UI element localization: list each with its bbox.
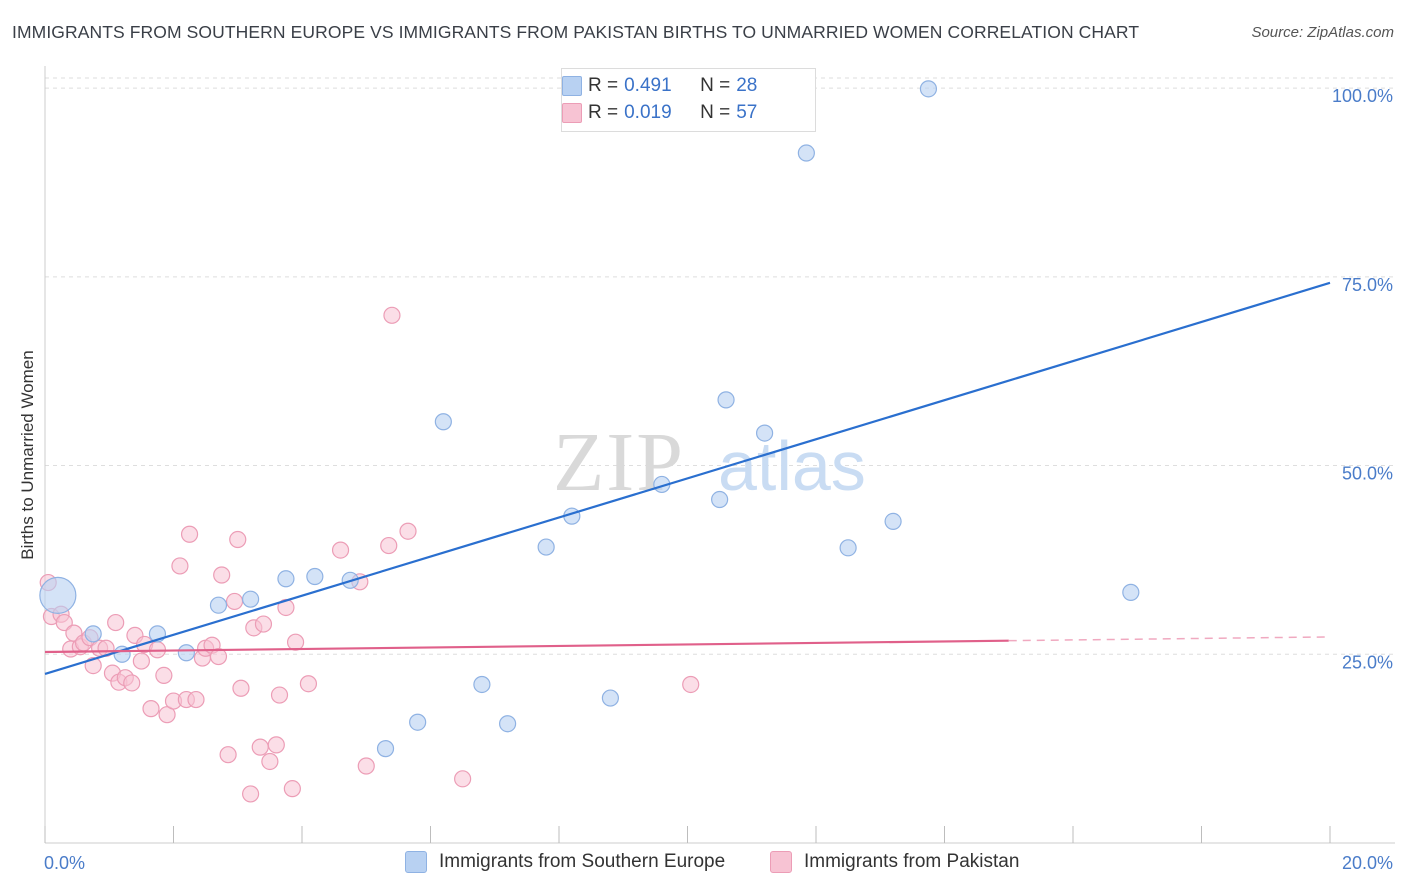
data-point-pakistan — [242, 785, 260, 803]
data-point-pakistan — [357, 757, 375, 775]
legend-swatch-blue — [562, 76, 582, 96]
data-point-pakistan — [171, 557, 189, 575]
bottom-legend-label: Immigrants from Southern Europe — [439, 851, 726, 872]
data-point-pakistan — [454, 770, 472, 788]
bottom-legend-pakistan: Immigrants from Pakistan — [770, 851, 1019, 873]
data-point-pakistan — [209, 647, 228, 666]
data-point-southern-europe — [277, 570, 295, 588]
data-point-pakistan — [180, 525, 199, 543]
data-point-pakistan — [155, 666, 173, 685]
data-point-pakistan — [267, 736, 285, 754]
data-point-southern-europe — [409, 713, 427, 731]
bottom-legend-label: Immigrants from Pakistan — [804, 851, 1020, 872]
y-tick-label: 75.0% — [1342, 275, 1393, 295]
data-point-southern-europe — [537, 538, 555, 556]
data-point-pakistan — [399, 522, 417, 540]
data-point-pakistan — [283, 780, 301, 798]
data-point-pakistan — [187, 690, 205, 709]
trendline-southern-europe — [44, 281, 1331, 675]
data-point-southern-europe — [84, 625, 102, 643]
legend-swatch-pink — [562, 103, 582, 123]
data-point-pakistan — [123, 674, 141, 692]
legend-r-value: 0.019 — [624, 102, 672, 123]
data-point-southern-europe — [711, 490, 729, 509]
data-point-southern-europe — [919, 80, 938, 98]
watermark-zip: ZIP — [553, 416, 685, 509]
data-point-pakistan — [380, 536, 398, 555]
data-point-southern-europe — [884, 512, 902, 531]
data-point-southern-europe — [242, 590, 260, 608]
data-point-pakistan — [142, 700, 160, 718]
data-point-pakistan — [286, 633, 305, 651]
source-credit: Source: ZipAtlas.com — [1251, 24, 1394, 41]
axes — [44, 66, 1395, 844]
trendline-pakistan-extension — [1008, 636, 1331, 642]
legend-n-label: N = — [700, 75, 731, 96]
data-point-southern-europe — [39, 576, 77, 614]
data-point-pakistan — [254, 615, 273, 633]
bottom-legend-southern-europe: Immigrants from Southern Europe — [405, 851, 725, 873]
y-tick-label: 50.0% — [1342, 464, 1393, 484]
data-point-pakistan — [299, 675, 318, 693]
bottom-legend-swatch-blue — [405, 851, 427, 873]
data-point-southern-europe — [797, 144, 815, 162]
data-point-pakistan — [270, 686, 289, 704]
data-point-pakistan — [331, 541, 350, 559]
y-tick-label: 25.0% — [1342, 652, 1393, 672]
data-point-pakistan — [219, 746, 237, 764]
x-tick-label: 20.0% — [1342, 853, 1393, 873]
series-southern-europe-points — [39, 77, 1140, 758]
chart-title: IMMIGRANTS FROM SOUTHERN EUROPE VS IMMIG… — [12, 22, 1140, 42]
watermark-atlas: atlas — [718, 427, 866, 505]
data-point-pakistan — [132, 652, 150, 670]
data-point-pakistan — [55, 613, 73, 632]
series-pakistan-points — [39, 306, 700, 803]
y-tick-labels: 25.0% 50.0% 75.0% 100.0% — [1332, 86, 1393, 672]
data-point-southern-europe — [839, 539, 857, 557]
stats-legend: R = 0.491 N = 28 R = 0.019 N = 57 — [561, 68, 816, 132]
data-point-pakistan — [107, 613, 125, 632]
data-point-pakistan — [229, 530, 247, 549]
y-tick-label: 100.0% — [1332, 86, 1393, 106]
legend-r-value: 0.491 — [624, 75, 672, 96]
watermark: ZIP atlas — [553, 416, 866, 509]
gridlines — [45, 77, 1395, 655]
legend-r-label: R = — [588, 75, 619, 96]
x-tick-label: 0.0% — [44, 853, 85, 873]
legend-n-value: 57 — [736, 102, 758, 123]
data-point-pakistan — [682, 675, 700, 694]
data-point-pakistan — [232, 679, 250, 697]
data-point-pakistan — [225, 592, 244, 611]
legend-n-value: 28 — [736, 75, 758, 96]
data-point-pakistan — [261, 752, 279, 771]
data-point-southern-europe — [376, 740, 395, 758]
legend-r-label: R = — [588, 102, 619, 123]
data-point-southern-europe — [755, 424, 774, 442]
legend-n-label: N = — [700, 102, 731, 123]
data-point-southern-europe — [177, 644, 195, 662]
data-point-southern-europe — [717, 391, 735, 409]
data-point-southern-europe — [499, 715, 517, 733]
trendline-pakistan — [44, 639, 1009, 654]
data-point-southern-europe — [1122, 583, 1140, 601]
data-point-southern-europe — [473, 675, 491, 694]
data-point-southern-europe — [601, 689, 620, 707]
x-tick-labels: 0.0% 20.0% — [44, 853, 1393, 873]
data-point-southern-europe — [209, 596, 228, 614]
bottom-legend-swatch-pink — [770, 851, 792, 873]
data-point-pakistan — [251, 738, 269, 756]
legend-row-southern-europe: R = 0.491 N = 28 — [562, 73, 758, 99]
trendlines — [44, 281, 1331, 675]
data-point-southern-europe — [306, 567, 324, 586]
data-point-pakistan — [213, 566, 231, 584]
legend-row-pakistan: R = 0.019 N = 57 — [562, 100, 758, 126]
data-point-pakistan — [383, 306, 401, 324]
data-point-southern-europe — [434, 413, 452, 431]
